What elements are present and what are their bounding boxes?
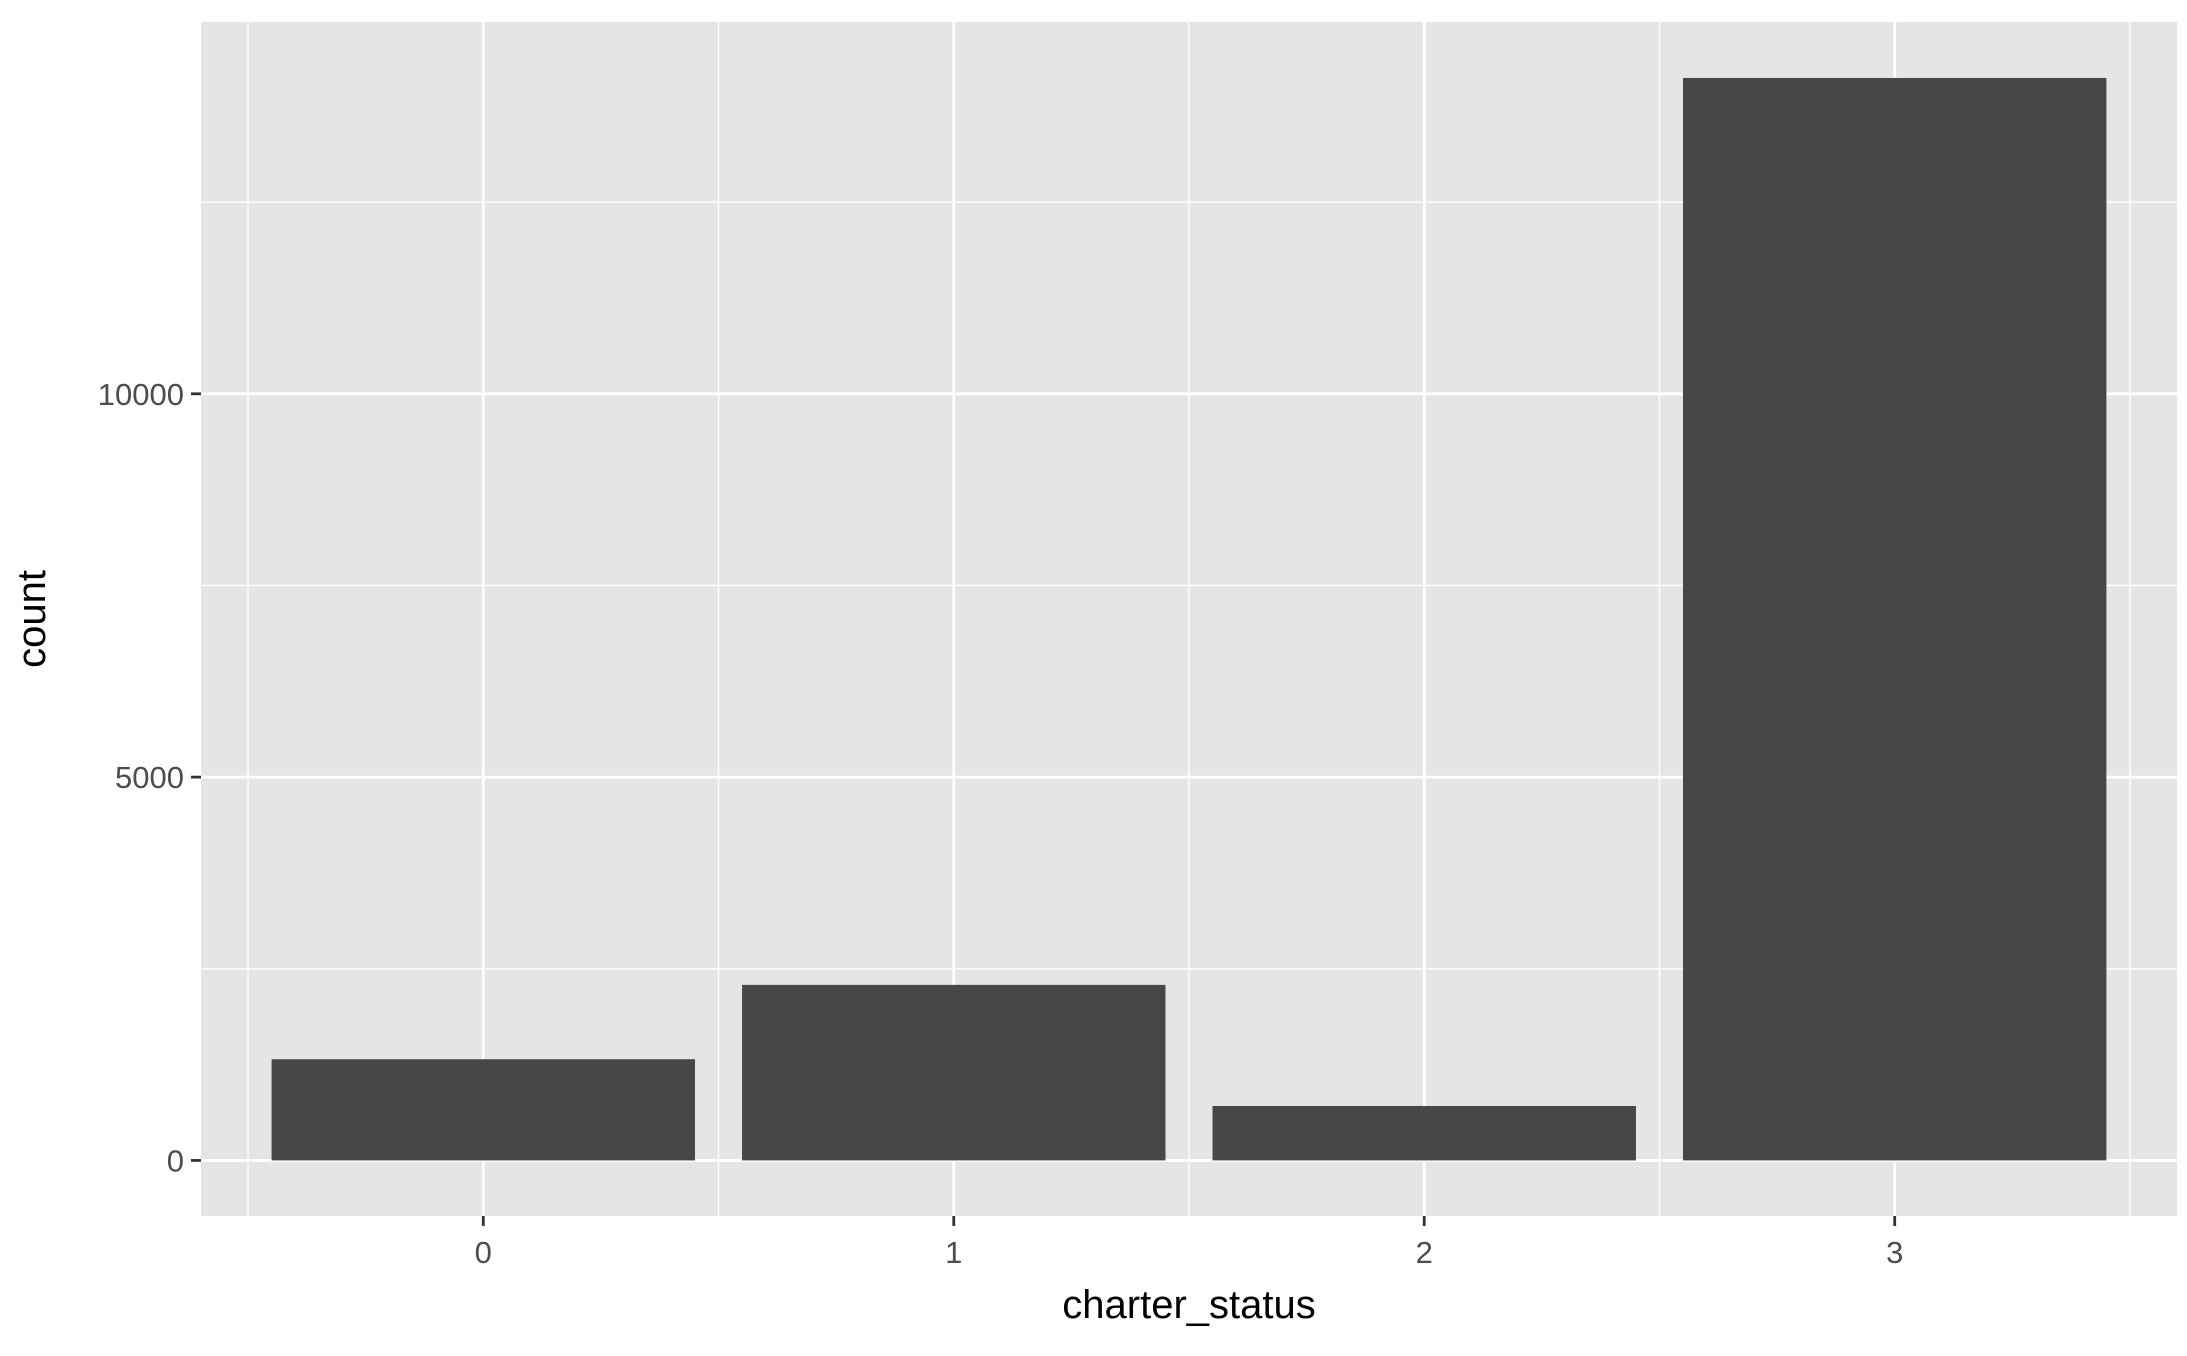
x-tick-label: 3 [1886,1235,1903,1270]
x-tick-label: 0 [475,1235,492,1270]
x-axis: 0 1 2 3 [475,1216,1903,1270]
y-axis: 0 5000 10000 [98,377,201,1178]
bar-2 [1212,1105,1636,1161]
minor-gridlines [201,22,2177,1216]
bar-0 [271,1059,695,1161]
y-tick-label: 10000 [98,377,184,412]
x-tick-label: 2 [1416,1235,1433,1270]
x-axis-title: charter_status [1062,1283,1315,1327]
bar-1 [742,984,1166,1161]
bar-3 [1683,77,2107,1161]
bars [271,77,2107,1161]
y-tick-label: 5000 [115,760,184,795]
y-tick-label: 0 [167,1143,184,1178]
y-axis-title: count [10,570,54,668]
x-tick-label: 1 [945,1235,962,1270]
